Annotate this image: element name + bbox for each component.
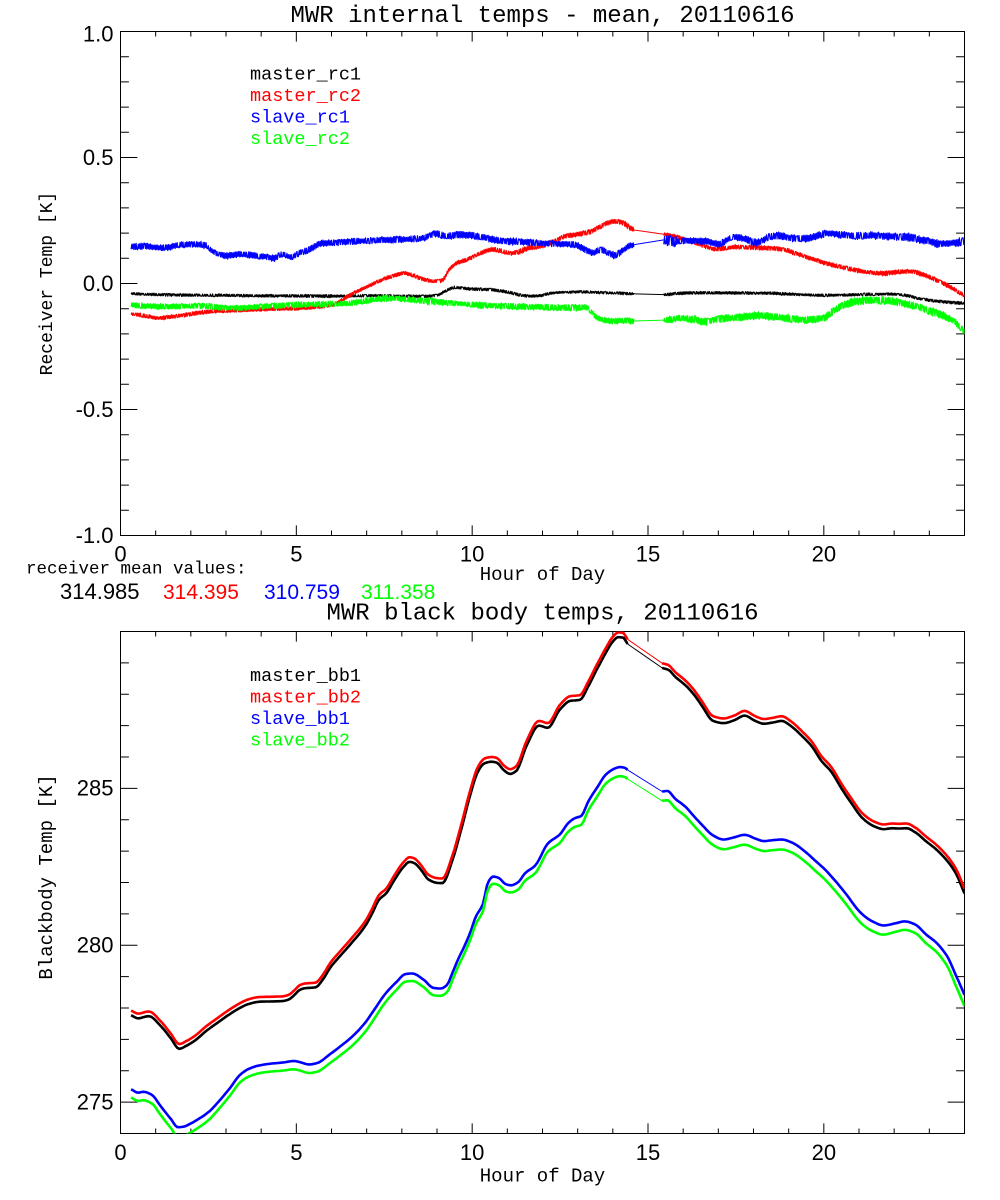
svg-text:275: 275 xyxy=(77,1089,114,1114)
svg-text:Hour of Day: Hour of Day xyxy=(480,1166,605,1188)
svg-text:slave_bb2: slave_bb2 xyxy=(250,731,350,752)
svg-text:Hour of Day: Hour of Day xyxy=(480,564,605,586)
svg-text:314.985: 314.985 xyxy=(60,579,140,604)
svg-text:310.759: 310.759 xyxy=(264,581,340,604)
svg-text:5: 5 xyxy=(290,1140,302,1165)
svg-text:0.5: 0.5 xyxy=(83,145,114,170)
svg-text:0: 0 xyxy=(114,542,126,567)
svg-text:0.0: 0.0 xyxy=(83,271,114,296)
svg-text:1.0: 1.0 xyxy=(83,22,114,47)
svg-text:master_bb1: master_bb1 xyxy=(250,666,361,687)
svg-text:10: 10 xyxy=(460,542,484,567)
svg-text:MWR internal temps - mean, 201: MWR internal temps - mean, 20110616 xyxy=(290,3,794,30)
svg-text:0: 0 xyxy=(114,1140,126,1165)
svg-text:20: 20 xyxy=(812,542,836,567)
svg-text:Blackbody Temp [K]: Blackbody Temp [K] xyxy=(36,774,58,979)
svg-text:-0.5: -0.5 xyxy=(76,397,114,422)
svg-text:20: 20 xyxy=(812,1140,836,1165)
svg-text:Receiver Temp [K]: Receiver Temp [K] xyxy=(38,192,58,376)
svg-text:5: 5 xyxy=(290,542,302,567)
svg-text:280: 280 xyxy=(77,933,114,958)
svg-text:311.358: 311.358 xyxy=(361,581,435,604)
svg-text:15: 15 xyxy=(636,542,660,567)
svg-text:master_bb2: master_bb2 xyxy=(250,688,361,709)
svg-text:master_rc2: master_rc2 xyxy=(250,86,361,107)
svg-text:slave_bb1: slave_bb1 xyxy=(250,709,350,730)
svg-text:slave_rc2: slave_rc2 xyxy=(250,129,350,150)
svg-text:slave_rc1: slave_rc1 xyxy=(250,108,350,129)
svg-text:receiver mean values:: receiver mean values: xyxy=(26,560,247,580)
svg-text:15: 15 xyxy=(636,1140,660,1165)
svg-text:314.395: 314.395 xyxy=(163,581,239,604)
svg-text:285: 285 xyxy=(77,776,114,801)
svg-text:-1.0: -1.0 xyxy=(76,523,114,548)
svg-text:10: 10 xyxy=(460,1140,484,1165)
svg-text:MWR black body temps, 20110616: MWR black body temps, 20110616 xyxy=(326,601,758,628)
svg-text:master_rc1: master_rc1 xyxy=(250,65,361,86)
